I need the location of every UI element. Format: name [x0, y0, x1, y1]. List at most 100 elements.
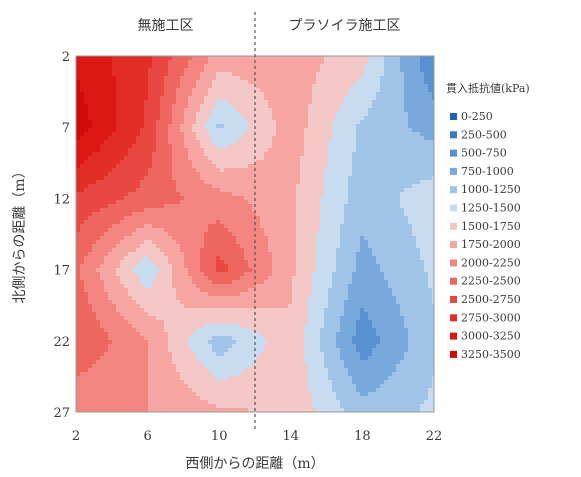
heatmap-cell [136, 200, 141, 205]
heatmap-cell [192, 184, 197, 189]
heatmap-cell [284, 76, 289, 81]
heatmap-cell [224, 152, 229, 157]
heatmap-cell [276, 80, 281, 85]
heatmap-cell [212, 220, 217, 225]
heatmap-cell [304, 112, 309, 117]
heatmap-cell [432, 268, 435, 273]
heatmap-cell [288, 256, 293, 261]
heatmap-cell [372, 204, 377, 209]
heatmap-cell [336, 204, 341, 209]
heatmap-cell [188, 216, 193, 221]
heatmap-cell [400, 76, 405, 81]
heatmap-cell [216, 144, 221, 149]
heatmap-cell [392, 248, 397, 253]
heatmap-cell [192, 276, 197, 281]
heatmap-cell [400, 60, 405, 65]
heatmap-cell [188, 196, 193, 201]
heatmap-cell [360, 216, 365, 221]
heatmap-cell [100, 56, 105, 61]
heatmap-cell [216, 148, 221, 153]
heatmap-cell [284, 112, 289, 117]
heatmap-cell [192, 156, 197, 161]
heatmap-cell [328, 240, 333, 245]
heatmap-cell [100, 240, 105, 245]
heatmap-cell [416, 220, 421, 225]
heatmap-cell [256, 80, 261, 85]
heatmap-cell [264, 72, 269, 77]
heatmap-cell [104, 228, 109, 233]
heatmap-cell [432, 124, 435, 129]
heatmap-cell [212, 140, 217, 145]
heatmap-cell [280, 268, 285, 273]
heatmap-cell [384, 148, 389, 153]
heatmap-cell [96, 232, 101, 237]
heatmap-cell [348, 256, 353, 261]
heatmap-cell [108, 244, 113, 249]
heatmap-cell [384, 100, 389, 105]
heatmap-cell [304, 148, 309, 153]
heatmap-cell [288, 168, 293, 173]
heatmap-cell [324, 76, 329, 81]
heatmap-cell [76, 140, 81, 145]
heatmap-cell [292, 220, 297, 225]
heatmap-cell [380, 268, 385, 273]
heatmap-cell [388, 156, 393, 161]
heatmap-cell [232, 220, 237, 225]
heatmap-cell [372, 212, 377, 217]
heatmap-cell [392, 60, 397, 65]
heatmap-cell [336, 240, 341, 245]
heatmap-cell [424, 176, 429, 181]
heatmap-cell [212, 60, 217, 65]
heatmap-cell [364, 264, 369, 269]
heatmap-cell [388, 232, 393, 237]
heatmap-cell [204, 220, 209, 225]
heatmap-cell [128, 116, 133, 121]
heatmap-cell [232, 188, 237, 193]
heatmap-cell [264, 164, 269, 169]
heatmap-cell [224, 132, 229, 137]
heatmap-cell [336, 160, 341, 165]
heatmap-cell [172, 80, 177, 85]
heatmap-cell [392, 260, 397, 265]
heatmap-cell [344, 260, 349, 265]
heatmap-cell [252, 168, 257, 173]
heatmap-cell [160, 212, 165, 217]
heatmap-cell [388, 248, 393, 253]
heatmap-cell [292, 96, 297, 101]
heatmap-cell [268, 68, 273, 73]
heatmap-cell [104, 240, 109, 245]
heatmap-cell [196, 88, 201, 93]
heatmap-cell [336, 76, 341, 81]
heatmap-cell [284, 144, 289, 149]
heatmap-cell [280, 188, 285, 193]
heatmap-cell [160, 72, 165, 77]
heatmap-cell [168, 276, 173, 281]
heatmap-cell [264, 92, 269, 97]
heatmap-cell [260, 160, 265, 165]
heatmap-cell [400, 264, 405, 269]
heatmap-cell [304, 92, 309, 97]
heatmap-cell [136, 84, 141, 89]
heatmap-cell [372, 68, 377, 73]
heatmap-cell [168, 188, 173, 193]
heatmap-cell [340, 100, 345, 105]
heatmap-cell [348, 204, 353, 209]
heatmap-cell [332, 184, 337, 189]
heatmap-cell [168, 136, 173, 141]
heatmap-cell [164, 68, 169, 73]
heatmap-cell [264, 220, 269, 225]
heatmap-cell [388, 216, 393, 221]
heatmap-cell [300, 92, 305, 97]
heatmap-cell [340, 180, 345, 185]
heatmap-cell [88, 72, 93, 77]
heatmap-cell [240, 120, 245, 125]
heatmap-cell [180, 64, 185, 69]
heatmap-cell [304, 88, 309, 93]
heatmap-cell [240, 268, 245, 273]
heatmap-cell [168, 232, 173, 237]
heatmap-cell [300, 124, 305, 129]
heatmap-cell [184, 208, 189, 213]
heatmap-cell [188, 80, 193, 85]
heatmap-cell [208, 100, 213, 105]
heatmap-cell [368, 216, 373, 221]
